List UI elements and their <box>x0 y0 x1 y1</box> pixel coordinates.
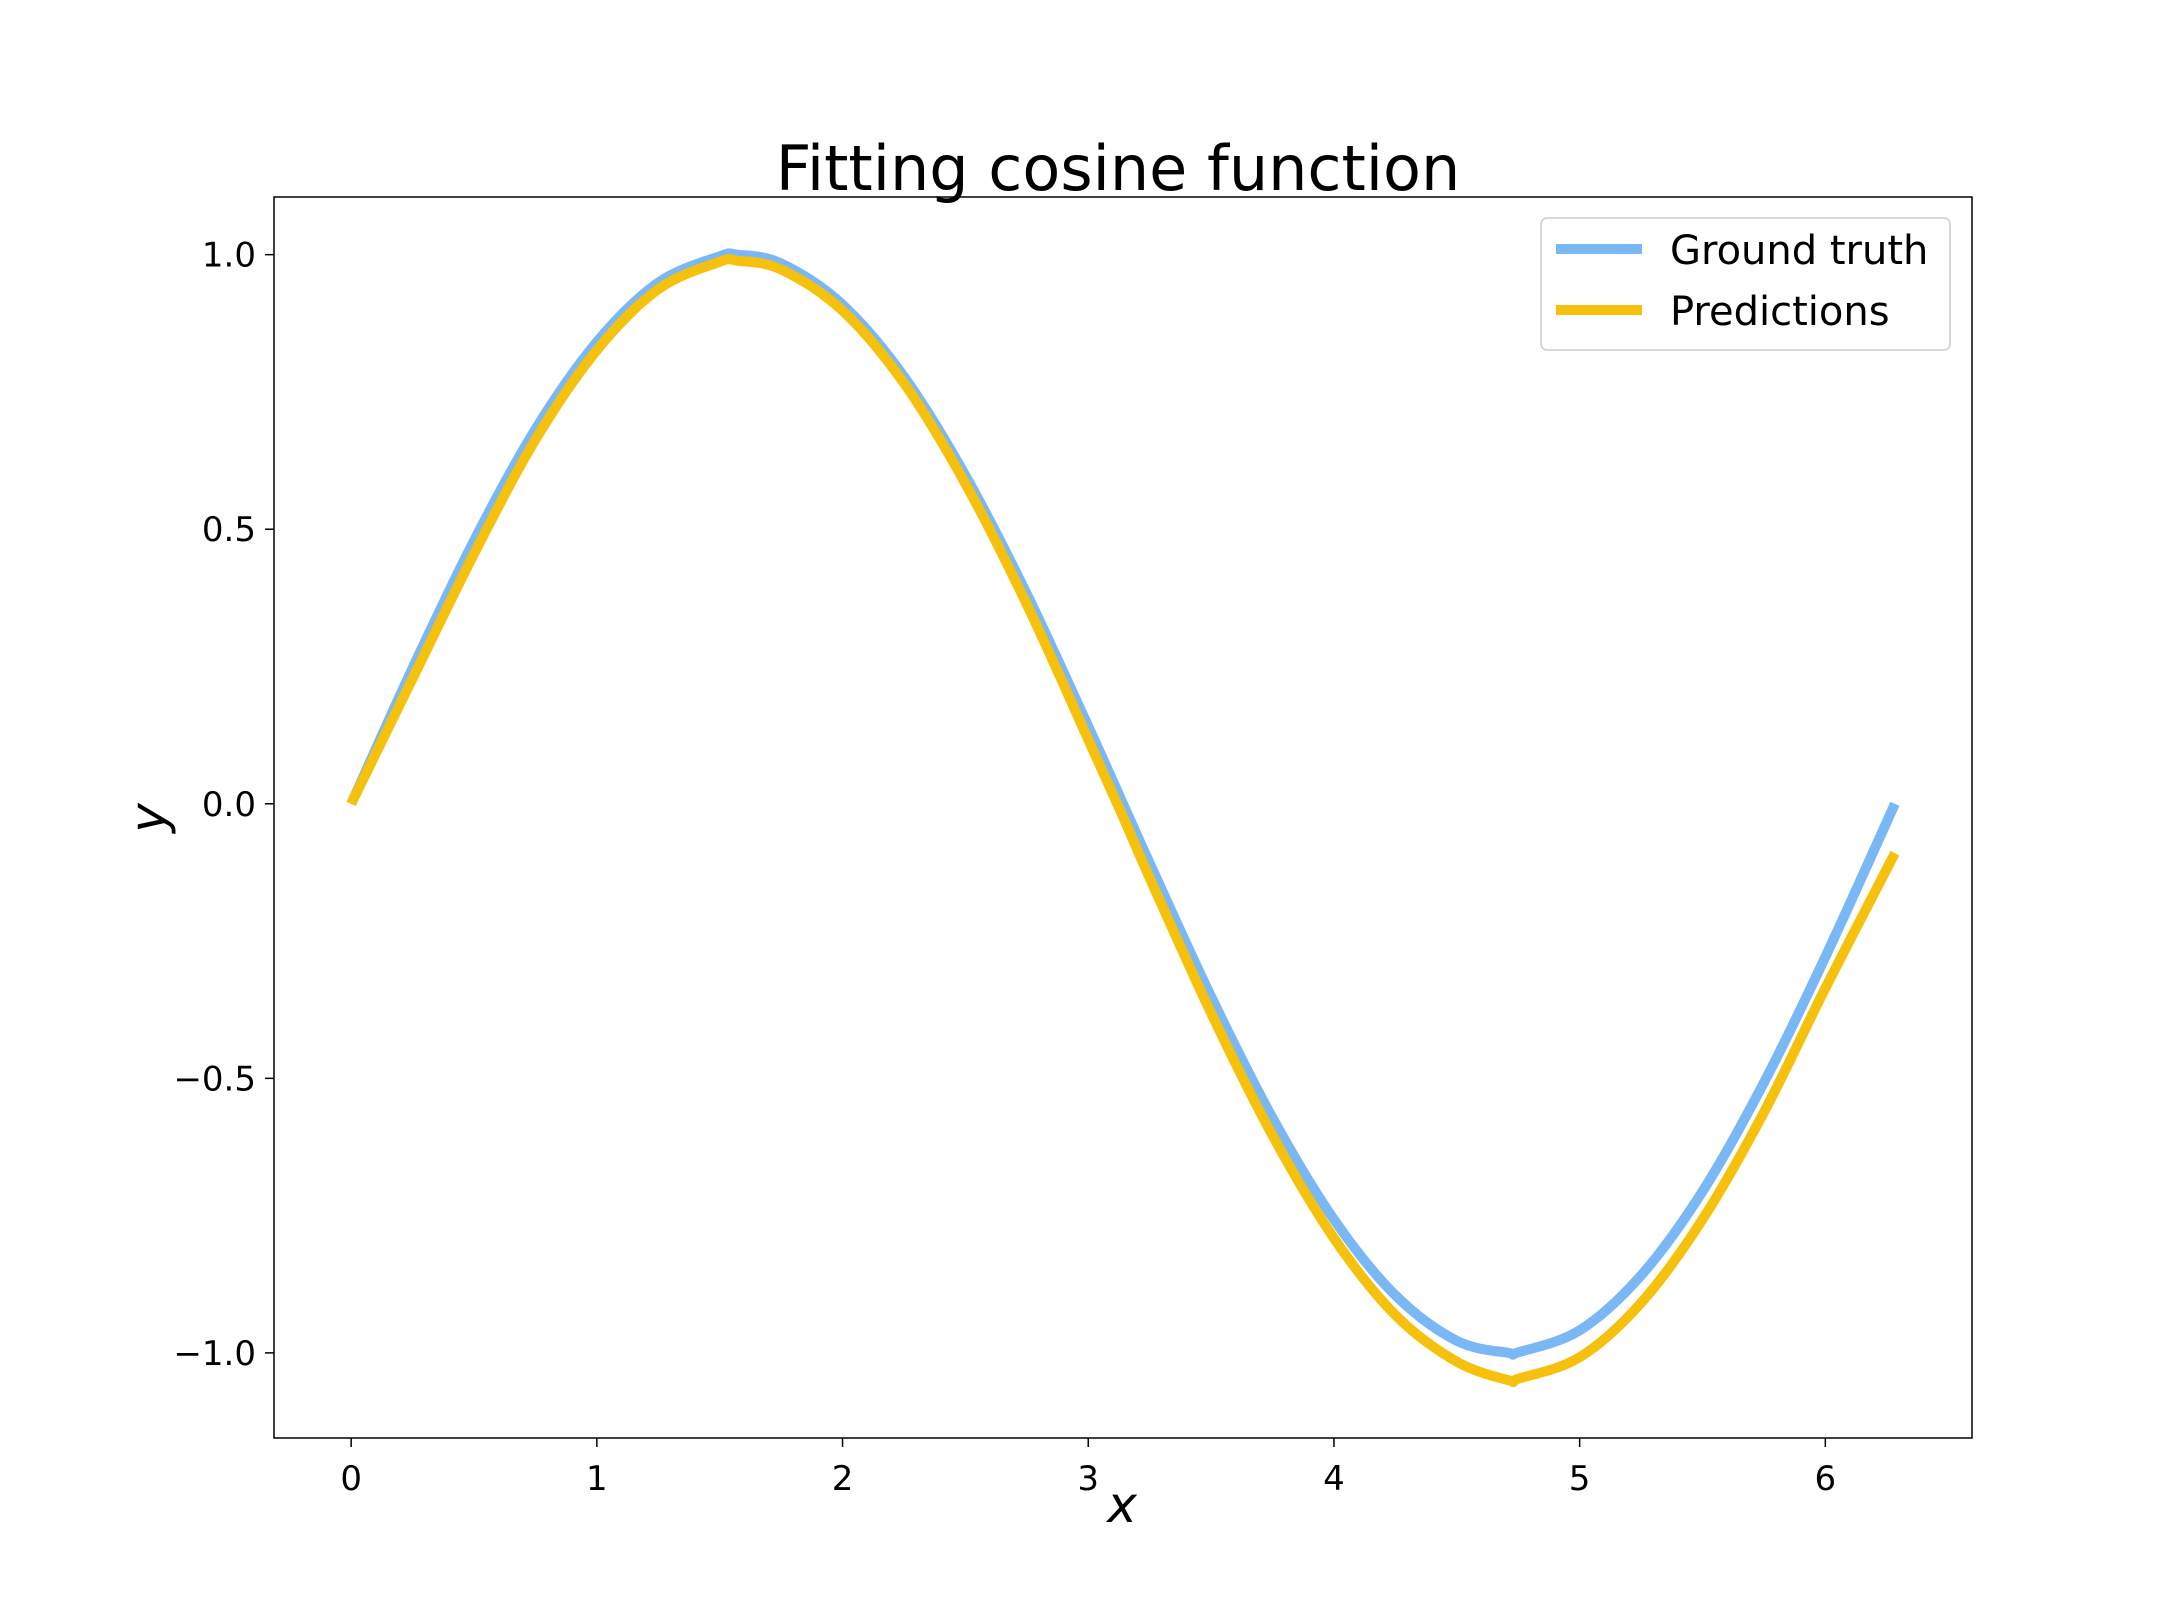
legend: Ground truth Predictions <box>1540 217 1951 351</box>
x-tick-label: 4 <box>1323 1459 1345 1499</box>
x-tick-label: 5 <box>1569 1459 1591 1499</box>
plot-lines <box>346 248 1900 1388</box>
plot-frame <box>273 196 1973 1439</box>
y-tick-label: 1.0 <box>202 236 256 276</box>
x-axis-label: x <box>1105 1476 1137 1534</box>
y-tick-label: −0.5 <box>173 1059 256 1099</box>
x-tick-label: 0 <box>340 1459 362 1499</box>
chart-title: Fitting cosine function <box>776 132 1461 205</box>
y-tick-label: 0.0 <box>202 785 256 825</box>
legend-label-predictions: Predictions <box>1670 289 1890 335</box>
y-axis-ticks: −1.0 −0.5 0.0 0.5 1.0 <box>173 236 274 1374</box>
y-axis-label: y <box>119 802 177 835</box>
x-tick-label: 1 <box>586 1459 608 1499</box>
series-line-ground-truth <box>346 248 1900 1360</box>
series-line-predictions <box>346 253 1900 1388</box>
y-tick-label: −1.0 <box>173 1334 256 1374</box>
x-tick-label: 2 <box>832 1459 854 1499</box>
y-tick-label: 0.5 <box>202 510 256 550</box>
x-tick-label: 6 <box>1814 1459 1836 1499</box>
x-axis-ticks: 0 1 2 3 4 5 6 <box>340 1438 1836 1499</box>
legend-frame <box>1540 217 1951 351</box>
x-tick-label: 3 <box>1077 1459 1099 1499</box>
legend-label-ground-truth: Ground truth <box>1670 228 1928 274</box>
